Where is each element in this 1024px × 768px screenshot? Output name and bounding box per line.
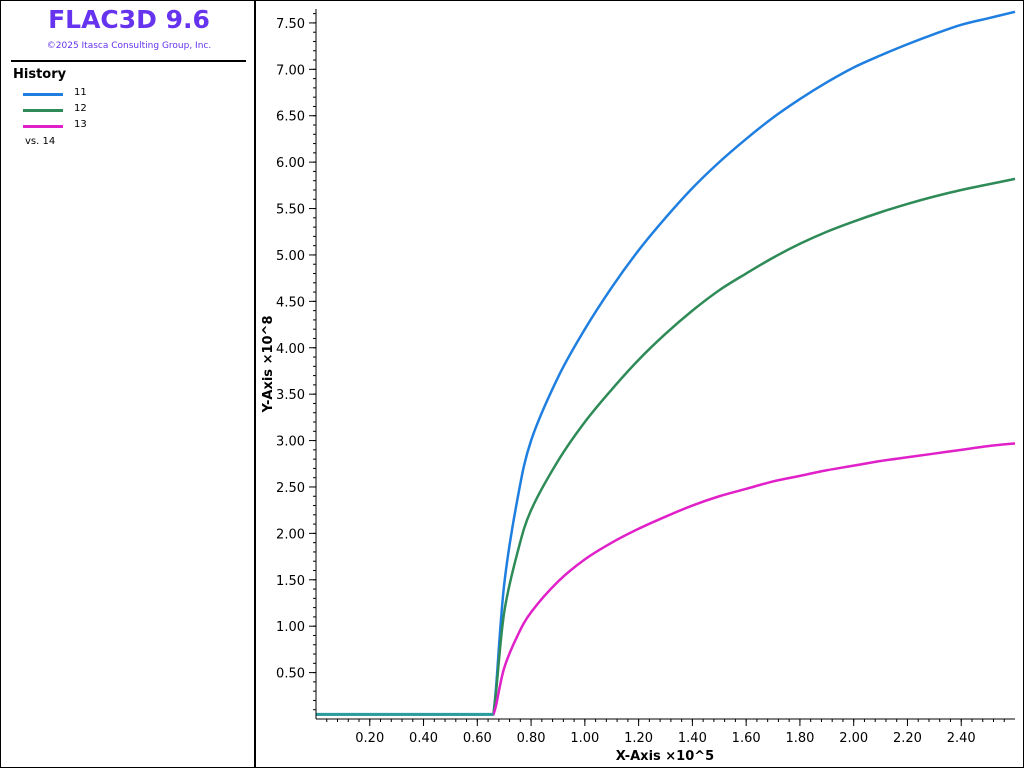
legend-swatch-13 [23,125,63,128]
legend-label-12: 12 [74,103,87,114]
app-title: FLAC3D 9.6 [48,5,210,34]
x-tick-label: 0.80 [517,731,546,746]
copyright-text: ©2025 Itasca Consulting Group, Inc. [46,41,212,51]
legend-swatch-12 [23,109,63,112]
y-tick-label: 3.50 [276,388,305,403]
legend-entry-12[interactable]: 12 [23,103,223,117]
x-axis-title: X-Axis ×10^5 [616,749,714,764]
y-tick-label: 5.00 [276,249,305,264]
series-line-13[interactable] [316,442,1016,716]
x-tick-label: 0.60 [463,731,492,746]
x-tick-label: 0.20 [355,731,384,746]
legend-panel: FLAC3D 9.6 ©2025 Itasca Consulting Group… [1,1,256,767]
y-tick-label: 3.00 [276,435,305,450]
y-tick-label: 5.50 [276,203,305,218]
legend-vs-label: vs. 14 [25,136,56,147]
y-tick-label: 7.00 [276,63,305,78]
y-tick-label: 4.00 [276,342,305,357]
x-tick-label: 1.20 [624,731,653,746]
y-tick-label: 7.50 [276,17,305,32]
series-line-12[interactable] [316,177,1016,716]
x-tick-label: 1.40 [678,731,707,746]
x-tick-label: 1.60 [732,731,761,746]
legend-entry-13[interactable]: 13 [23,119,223,133]
y-tick-label: 6.50 [276,110,305,125]
legend-label-13: 13 [74,119,87,130]
x-tick-label: 2.20 [893,731,922,746]
y-tick-label: 2.00 [276,527,305,542]
y-tick-label: 6.00 [276,156,305,171]
y-tick-label: 0.50 [276,667,305,682]
y-tick-label: 1.00 [276,620,305,635]
legend-heading: History [13,67,67,82]
y-tick-label: 1.50 [276,574,305,589]
legend-entry-11[interactable]: 11 [23,87,223,101]
x-tick-label: 1.80 [785,731,814,746]
y-axis-title: Y-Axis ×10^8 [261,316,276,414]
x-tick-label: 2.40 [947,731,976,746]
x-tick-label: 0.40 [409,731,438,746]
x-tick-label: 2.00 [839,731,868,746]
axes-layer: 0.20 0.40 0.60 0.80 1.00 1.20 1.40 1.60 1.80 2.00… [276,9,1015,746]
title-divider [11,60,246,62]
y-tick-label: 4.50 [276,295,305,310]
legend-swatch-11 [23,93,63,96]
series-line-11[interactable] [316,10,1016,716]
x-tick-label: 1.00 [570,731,599,746]
y-tick-label: 2.50 [276,481,305,496]
legend-label-11: 11 [74,87,87,98]
series-layer [316,10,1016,716]
